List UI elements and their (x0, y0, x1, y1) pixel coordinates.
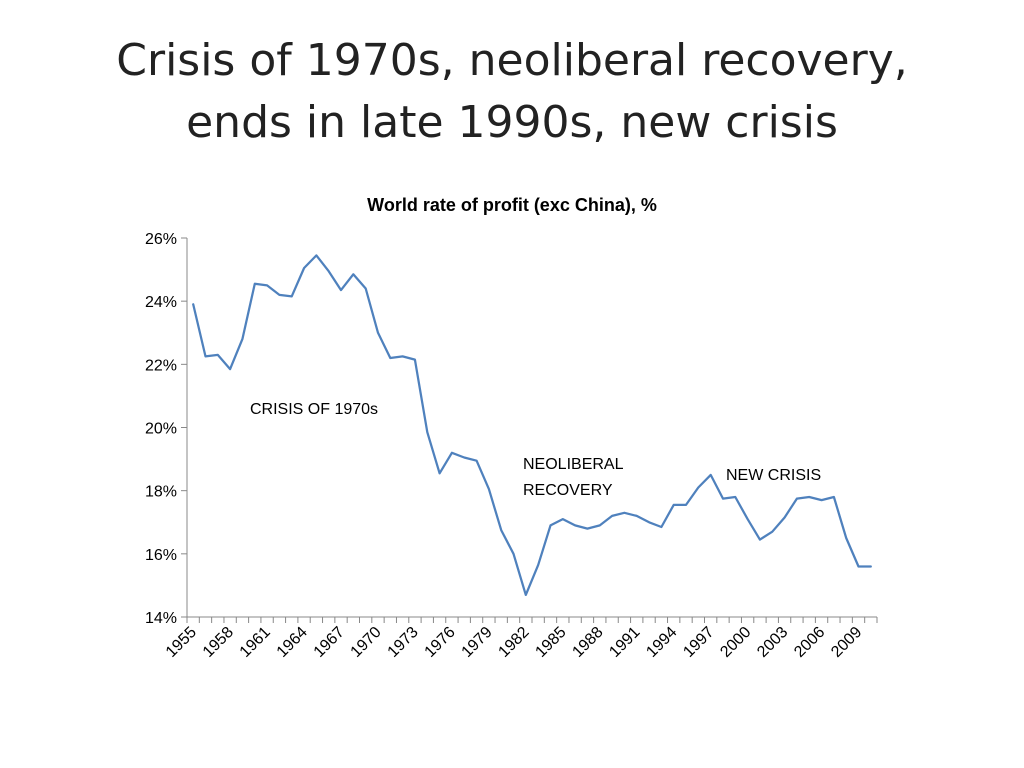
x-tick-label: 2006 (791, 624, 828, 661)
y-tick-label: 24% (145, 294, 177, 311)
plot-area (192, 254, 872, 597)
x-tick-label: 1967 (311, 624, 348, 661)
x-tick-label: 1958 (200, 624, 237, 661)
x-tick-label: 1964 (274, 624, 311, 661)
y-tick-label: 18% (145, 484, 177, 501)
x-tick-label: 1982 (495, 624, 532, 661)
x-tick-label: 2003 (754, 624, 791, 661)
y-tick-label: 20% (145, 421, 177, 438)
x-tick-label: 2009 (828, 624, 865, 661)
slide-title-line-1: Crisis of 1970s, neoliberal recovery, (116, 35, 908, 86)
slide-title: Crisis of 1970s, neoliberal recovery, en… (60, 30, 964, 154)
x-axis: 1955 1958 1961 1964 1967 1970 1973 1976 1979 1982… (163, 616, 878, 661)
annotation-neoliberal: NEOLIBERAL (523, 456, 624, 473)
y-tick-label: 22% (145, 357, 177, 374)
x-tick-label: 1976 (422, 624, 459, 661)
x-tick-label: 1991 (606, 624, 643, 661)
x-tick-label: 1979 (459, 624, 496, 661)
x-tick-label: 1961 (237, 624, 274, 661)
x-tick-label: 2000 (717, 624, 754, 661)
x-tick-label: 1994 (643, 624, 680, 661)
chart-title: World rate of profit (exc China), % (367, 195, 657, 215)
annotation-new-crisis: NEW CRISIS (726, 467, 821, 484)
y-axis: 14% 16% 18% 20% 22% 24% 26% (145, 231, 188, 627)
x-tick-label: 1970 (348, 624, 385, 661)
x-tick-label: 1985 (532, 624, 569, 661)
series-line-world-rate-of-profit (192, 254, 872, 597)
annotation-recovery: RECOVERY (523, 482, 613, 499)
y-tick-label: 16% (145, 547, 177, 564)
y-tick-label: 26% (145, 231, 177, 248)
x-tick-label: 1955 (163, 624, 200, 661)
slide-title-line-2: ends in late 1990s, new crisis (186, 97, 838, 148)
y-tick-label: 14% (145, 610, 177, 627)
x-tick-label: 1973 (385, 624, 422, 661)
annotation-crisis-1970s: CRISIS OF 1970s (250, 401, 378, 418)
x-tick-label: 1988 (569, 624, 606, 661)
x-tick-label: 1997 (680, 624, 717, 661)
